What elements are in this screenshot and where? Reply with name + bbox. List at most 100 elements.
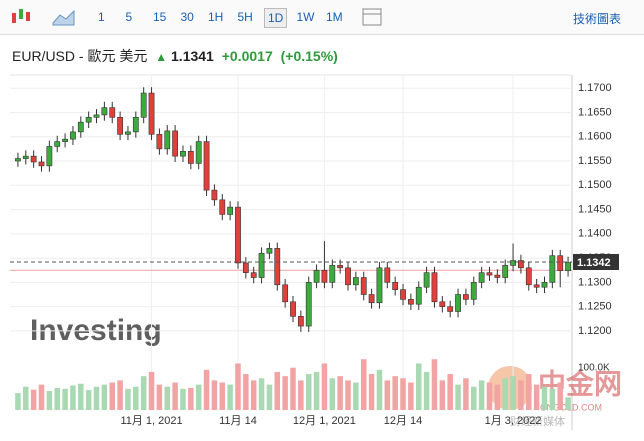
candle-body — [195, 141, 202, 164]
interval-button[interactable]: 1 — [98, 10, 105, 24]
volume-bar — [15, 393, 21, 410]
candle-body — [439, 301, 446, 307]
volume-bar — [439, 380, 446, 410]
candle-body — [431, 272, 438, 303]
volume-bar — [195, 384, 202, 410]
tech-chart-link[interactable]: 技術圖表 — [573, 12, 622, 26]
candle-body — [557, 255, 564, 272]
cn-watermark: 中金网 — [538, 367, 622, 399]
volume-bar — [329, 378, 336, 410]
volume-bar — [54, 388, 60, 410]
last-price-label: 1.1342 — [577, 257, 611, 269]
change: +0.0017 — [221, 48, 273, 64]
volume-bar — [533, 384, 540, 410]
volume-bar — [478, 380, 485, 410]
area-icon[interactable] — [50, 3, 80, 33]
interval-button[interactable]: 1H — [208, 10, 224, 24]
x-tick-label: 11月 14 — [219, 415, 257, 427]
candle-body — [368, 294, 375, 304]
volume-bar — [235, 363, 241, 410]
candle-body — [101, 107, 108, 116]
volume-bar — [85, 390, 92, 410]
volume-bar — [117, 380, 123, 410]
candle-body — [392, 282, 399, 290]
volume-bar — [274, 371, 281, 410]
candle-body — [77, 121, 84, 133]
cn-url: CNGOLD.COM — [540, 402, 602, 412]
interval-button[interactable]: 1D — [264, 8, 288, 28]
interval-button[interactable]: 15 — [153, 10, 167, 24]
y-tick-label: 1.1300 — [578, 276, 612, 288]
y-tick-label: 1.1400 — [578, 228, 612, 240]
candle-body — [156, 134, 163, 150]
volume-bar — [298, 380, 304, 410]
candle-body — [455, 294, 461, 312]
settings-icon[interactable] — [360, 6, 384, 30]
candle-body — [242, 262, 249, 273]
volume-bar — [258, 378, 265, 410]
y-tick-label: 1.1500 — [578, 179, 612, 191]
candle-body — [132, 117, 139, 133]
candle-body — [360, 277, 367, 295]
candle-body — [125, 131, 131, 135]
cn-logo — [488, 366, 532, 410]
volume-bar — [180, 388, 186, 410]
volume-bar — [30, 389, 37, 410]
candle-body — [219, 199, 226, 215]
candle-body — [250, 272, 257, 278]
candle-body — [148, 92, 155, 135]
volume-bar — [172, 382, 178, 410]
candle-body — [187, 151, 194, 164]
candle-body — [266, 248, 273, 254]
volume-bar — [243, 374, 249, 410]
y-tick-label: 1.1200 — [578, 325, 612, 337]
volume-bar — [164, 386, 171, 410]
volume-bar — [227, 384, 233, 410]
candle-body — [305, 282, 312, 327]
candle-body — [384, 267, 391, 283]
volume-bar — [337, 376, 343, 410]
volume-bar — [423, 371, 430, 410]
candle-body — [38, 161, 45, 167]
candle-body — [415, 286, 422, 305]
volume-bar — [321, 363, 328, 410]
volume-bar — [463, 378, 469, 410]
volume-bar — [109, 382, 115, 410]
volume-bar — [541, 386, 548, 410]
volume-bar — [211, 380, 218, 410]
candle-body — [70, 131, 76, 140]
candle-body — [46, 146, 53, 167]
interval-button[interactable]: 1M — [326, 10, 343, 24]
volume-bar — [70, 385, 76, 410]
up-arrow: ▲ — [155, 50, 168, 64]
interval-button[interactable]: 5H — [237, 10, 253, 24]
candle-body — [54, 141, 61, 147]
candle-body — [30, 155, 37, 163]
volume-bar — [415, 363, 422, 410]
candle-body — [470, 282, 477, 300]
volume-bar — [148, 371, 155, 410]
x-tick-label: 1月 3, 2022 — [485, 415, 542, 427]
change-pct: (+0.15%) — [280, 48, 338, 64]
y-tick-label: 1.1250 — [578, 301, 612, 313]
candle-body — [258, 252, 265, 278]
candle-body — [282, 284, 289, 303]
volume-bar — [400, 378, 406, 410]
volume-bar — [62, 388, 68, 410]
brand-watermark: Investing — [30, 314, 162, 347]
candle-body — [463, 294, 469, 300]
candle-body — [274, 248, 281, 286]
volume-bar — [368, 374, 375, 410]
candle-body — [549, 255, 556, 283]
interval-button[interactable]: 1W — [296, 10, 315, 24]
volume-bar — [526, 374, 532, 410]
candle-body — [164, 130, 171, 150]
volume-bar — [345, 380, 351, 410]
volume-bar — [384, 380, 391, 410]
interval-button[interactable]: 30 — [180, 10, 194, 24]
volume-bar — [510, 376, 516, 410]
volume-bar — [408, 382, 414, 410]
interval-button[interactable]: 5 — [125, 10, 133, 24]
